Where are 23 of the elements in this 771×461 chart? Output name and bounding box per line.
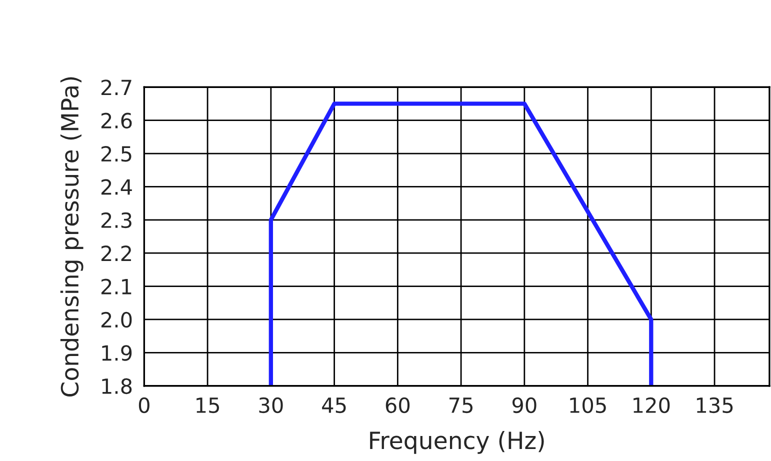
x-tick-label: 45 — [322, 398, 346, 414]
y-tick-label: 1.8 — [102, 378, 132, 394]
x-tick-label: 105 — [570, 397, 606, 414]
x-tick-label: 120 — [634, 397, 670, 414]
y-tick-label: 2.2 — [101, 246, 131, 262]
y-axis-title: Condensing pressure (MPa) — [60, 77, 84, 396]
y-tick-label: 2.0 — [101, 312, 132, 328]
x-tick-label: 15 — [196, 398, 219, 414]
x-tick-label: 135 — [696, 397, 733, 414]
y-tick-label: 2.1 — [101, 278, 132, 294]
y-tick-label: 2.3 — [101, 212, 132, 228]
y-tick-label: 2.4 — [101, 179, 132, 195]
x-axis-title: Frequency (Hz) — [370, 431, 544, 454]
y-tick-label: 2.7 — [101, 80, 132, 96]
line-series — [268, 102, 654, 386]
y-tick-label: 2.6 — [101, 112, 132, 129]
x-tick-label: 75 — [449, 398, 472, 414]
y-tick-label: 2.5 — [101, 146, 132, 162]
x-tick-label: 30 — [259, 397, 283, 414]
x-tick-label: 0 — [138, 397, 150, 414]
x-tick-label: 60 — [386, 397, 410, 414]
y-tick-label: 1.9 — [102, 345, 132, 361]
x-tick-label: 90 — [512, 397, 536, 414]
